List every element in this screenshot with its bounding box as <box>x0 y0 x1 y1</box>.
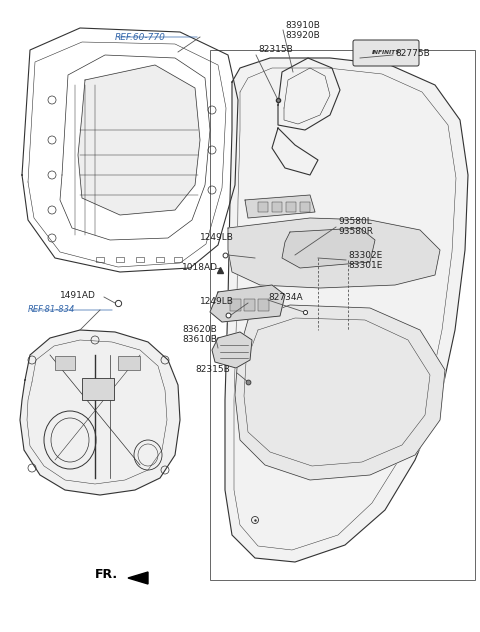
Bar <box>116 257 124 262</box>
Polygon shape <box>245 195 315 218</box>
Text: 1249LB: 1249LB <box>200 233 234 241</box>
Text: 82315B: 82315B <box>195 365 230 375</box>
Text: REF.81-834: REF.81-834 <box>28 305 75 315</box>
Bar <box>96 257 104 262</box>
Bar <box>258 299 269 311</box>
Text: 83920B: 83920B <box>285 30 320 39</box>
Bar <box>55 356 75 370</box>
Text: 82775B: 82775B <box>395 49 430 59</box>
Polygon shape <box>278 58 340 130</box>
Text: 1249LB: 1249LB <box>200 298 234 307</box>
Bar <box>286 202 296 212</box>
Bar <box>210 50 475 580</box>
Text: 93580L: 93580L <box>338 217 372 226</box>
Polygon shape <box>282 228 375 268</box>
Polygon shape <box>210 285 285 322</box>
Bar <box>258 202 268 212</box>
Polygon shape <box>228 218 440 288</box>
Text: 83610B: 83610B <box>182 336 217 344</box>
Text: INFINITY: INFINITY <box>372 51 400 56</box>
Bar <box>118 356 140 370</box>
Polygon shape <box>235 305 445 480</box>
Text: 93580R: 93580R <box>338 228 373 236</box>
Polygon shape <box>225 58 468 562</box>
FancyBboxPatch shape <box>353 40 419 66</box>
Text: 83620B: 83620B <box>182 325 217 334</box>
Text: REF.60-770: REF.60-770 <box>115 32 166 42</box>
Bar <box>230 299 241 311</box>
Polygon shape <box>128 572 148 584</box>
Text: FR.: FR. <box>95 569 118 581</box>
Text: 82734A: 82734A <box>268 293 302 301</box>
Text: 82315B: 82315B <box>258 46 293 54</box>
Text: 83302E: 83302E <box>348 250 382 260</box>
Text: 83301E: 83301E <box>348 260 383 269</box>
Text: 83910B: 83910B <box>285 20 320 30</box>
Polygon shape <box>212 332 252 368</box>
Text: 1491AD: 1491AD <box>60 291 96 300</box>
Bar <box>244 299 255 311</box>
Polygon shape <box>272 128 318 175</box>
Bar <box>174 257 182 262</box>
Bar <box>82 378 114 400</box>
Polygon shape <box>78 65 200 215</box>
Polygon shape <box>20 330 180 495</box>
Bar <box>272 202 282 212</box>
Bar <box>136 257 144 262</box>
Bar <box>300 202 310 212</box>
Bar <box>156 257 164 262</box>
Text: 1018AD: 1018AD <box>182 264 218 272</box>
